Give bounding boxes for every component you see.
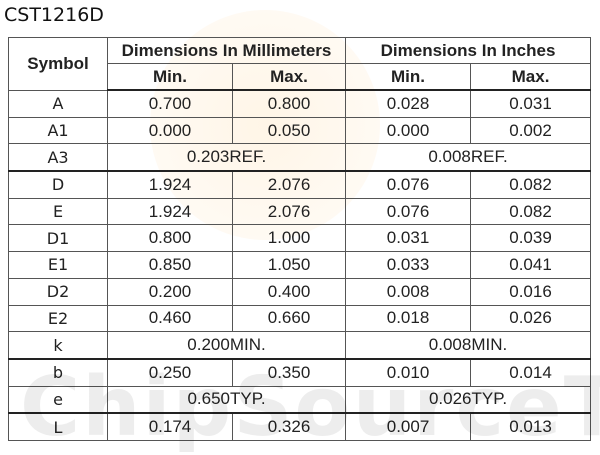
value-cell: 0.000	[107, 116, 233, 145]
value-cell: 0.700	[107, 89, 233, 118]
value-cell: 0.850	[107, 251, 233, 279]
value-cell: 0.014	[470, 358, 592, 387]
symbol-cell: b	[8, 358, 108, 387]
value-cell: 0.026	[470, 304, 592, 333]
header-sub: Max.	[470, 63, 592, 91]
value-cell: 2.076	[231, 197, 347, 226]
row: b 0.250 0.350 0.010 0.014	[8, 358, 592, 387]
value-cell: 0.028	[345, 89, 472, 118]
value-cell: 0.350	[231, 358, 347, 387]
symbol-cell: D1	[8, 224, 108, 253]
value-cell: 2.076	[231, 170, 347, 199]
header-sub: Max.	[231, 63, 347, 91]
value-cell: 0.650TYP.	[106, 385, 347, 415]
value-cell: 0.016	[470, 277, 592, 306]
value-cell: 1.000	[231, 224, 347, 253]
value-cell: 0.800	[107, 224, 233, 253]
row: E 1.924 2.076 0.076 0.082	[8, 197, 592, 226]
value-cell: 0.174	[107, 412, 233, 441]
header-in: Dimensions In Inches	[345, 37, 592, 64]
row: L 0.174 0.326 0.007 0.013	[8, 412, 592, 441]
value-cell: 0.050	[231, 116, 347, 145]
header-sub: Min.	[345, 63, 472, 91]
symbol-cell: L	[8, 412, 108, 441]
value-cell: 1.924	[107, 170, 233, 199]
value-cell: 0.039	[470, 224, 592, 253]
value-cell: 0.007	[345, 412, 472, 441]
dimension-table: Symbol Dimensions In Millimeters Dimensi…	[8, 37, 592, 441]
value-cell: 0.200MIN.	[106, 331, 347, 360]
value-cell: 0.026TYP.	[345, 385, 592, 415]
row: A 0.700 0.800 0.028 0.031	[8, 89, 592, 118]
value-cell: 0.326	[231, 412, 347, 441]
header-symbol: Symbol	[8, 37, 108, 91]
row: e 0.650TYP. 0.026TYP.	[8, 385, 592, 415]
value-cell: 0.010	[345, 358, 472, 387]
row: D1 0.800 1.000 0.031 0.039	[8, 224, 592, 253]
symbol-cell: D2	[8, 277, 108, 306]
value-cell: 0.008	[345, 277, 472, 306]
symbol-cell: D	[8, 170, 108, 199]
symbol-cell: e	[8, 385, 108, 415]
value-cell: 0.000	[345, 116, 472, 145]
value-cell: 0.031	[470, 89, 592, 118]
symbol-cell: A	[8, 89, 108, 118]
title: CST1216D	[4, 4, 104, 26]
symbol-cell: A3	[8, 143, 108, 173]
value-cell: 0.018	[345, 304, 472, 333]
value-cell: 0.013	[470, 412, 592, 441]
value-cell: 0.660	[231, 304, 347, 333]
row: D 1.924 2.076 0.076 0.082	[8, 170, 592, 199]
row: A1 0.000 0.050 0.000 0.002	[8, 116, 592, 145]
value-cell: 0.203REF.	[106, 143, 347, 173]
value-cell: 0.800	[231, 89, 347, 118]
value-cell: 0.008REF.	[345, 143, 592, 173]
value-cell: 0.002	[470, 116, 592, 145]
row: D2 0.200 0.400 0.008 0.016	[8, 277, 592, 306]
row: k 0.200MIN. 0.008MIN.	[8, 331, 592, 360]
value-cell: 0.041	[470, 251, 592, 279]
row: E1 0.850 1.050 0.033 0.041	[8, 251, 592, 279]
value-cell: 0.008MIN.	[345, 331, 592, 360]
value-cell: 0.031	[345, 224, 472, 253]
value-cell: 0.076	[345, 170, 472, 199]
value-cell: 0.076	[345, 197, 472, 226]
symbol-cell: k	[8, 331, 108, 360]
value-cell: 1.924	[107, 197, 233, 226]
header-sub: Min.	[107, 63, 233, 91]
value-cell: 0.033	[345, 251, 472, 279]
symbol-cell: A1	[8, 116, 108, 145]
value-cell: 1.050	[231, 251, 347, 279]
symbol-cell: E1	[8, 251, 108, 279]
value-cell: 0.250	[107, 358, 233, 387]
value-cell: 0.460	[107, 304, 233, 333]
value-cell: 0.082	[470, 170, 592, 199]
value-cell: 0.082	[470, 197, 592, 226]
symbol-cell: E	[8, 197, 108, 226]
value-cell: 0.200	[107, 277, 233, 306]
symbol-cell: E2	[8, 304, 108, 333]
header-mm: Dimensions In Millimeters	[106, 37, 347, 64]
value-cell: 0.400	[231, 277, 347, 306]
row: E2 0.460 0.660 0.018 0.026	[8, 304, 592, 333]
row: A3 0.203REF. 0.008REF.	[8, 143, 592, 173]
